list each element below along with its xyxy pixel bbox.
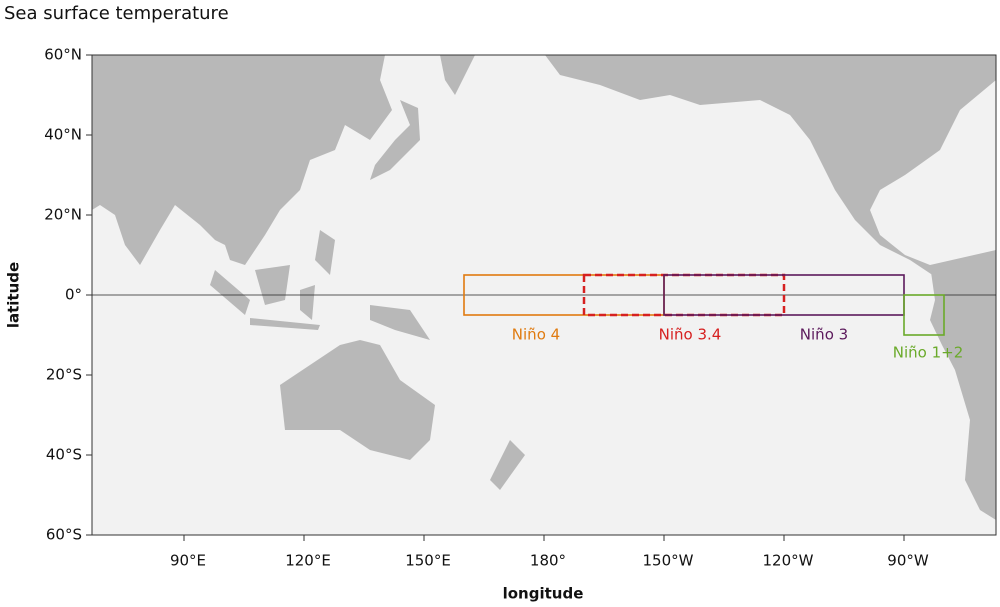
y-tick-label: 40°S	[46, 446, 82, 464]
x-tick-label: 120°W	[763, 552, 814, 570]
nino-region-label: Niño 3.4	[659, 326, 722, 344]
y-tick-label: 40°N	[44, 126, 82, 144]
y-tick-label: 20°N	[44, 206, 82, 224]
y-tick-label: 0°	[65, 286, 82, 304]
nino-region-label: Niño 1+2	[893, 344, 964, 362]
title: Sea surface temperature	[4, 3, 229, 24]
nino-region-box	[903, 294, 945, 336]
x-tick-label: 150°W	[643, 552, 694, 570]
y-tick-label: 20°S	[46, 366, 82, 384]
x-tick-label: 90°W	[887, 552, 929, 570]
x-tick-label: 120°E	[285, 552, 331, 570]
x-tick-label: 180°	[530, 552, 566, 570]
nino-region-label: Niño 4	[512, 326, 560, 344]
y-tick-label: 60°S	[46, 526, 82, 544]
x-axis-label: longitude	[503, 585, 584, 603]
x-tick-label: 90°E	[170, 552, 206, 570]
y-tick-label: 60°N	[44, 46, 82, 64]
nino-region-label: Niño 3	[800, 326, 848, 344]
y-axis-label: latitude	[5, 262, 23, 328]
x-tick-label: 150°E	[405, 552, 451, 570]
